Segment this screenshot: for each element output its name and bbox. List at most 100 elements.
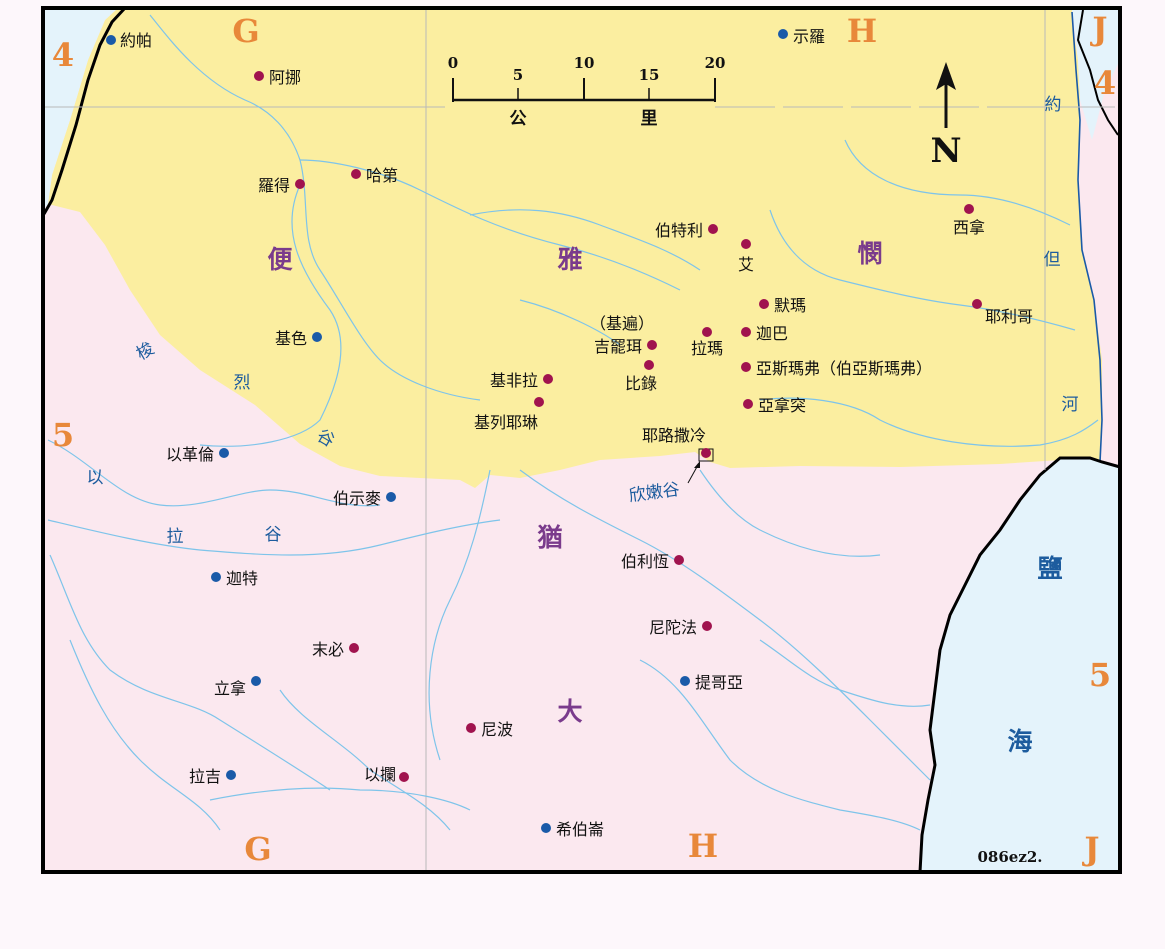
west-coastline [42, 6, 127, 215]
scale-tick-20: 20 [705, 54, 726, 72]
grid-letter-bottom-h: H [688, 827, 718, 865]
town-marker-jerusalem[interactable] [701, 448, 711, 458]
scale-bar: 0 5 10 15 20 公 里 [448, 54, 726, 129]
town-label-bethel: 伯特利 [655, 221, 703, 240]
jordan-river-line [1071, 11, 1103, 463]
elah-valley-label-2: 拉 [167, 527, 184, 547]
town-label-beth-shemesh: 伯示麥 [333, 489, 381, 508]
dead-sea-label-2: 海 [1007, 727, 1032, 756]
town-marker-bethel[interactable] [708, 224, 718, 234]
town-marker-gezer[interactable] [312, 332, 322, 342]
town-marker-ramah[interactable] [702, 327, 712, 337]
town-marker-jericho[interactable] [972, 299, 982, 309]
sorek-valley-label-2: 烈 [234, 373, 251, 393]
town-label-bethlehem: 伯利恆 [621, 552, 669, 571]
scale-tick-5: 5 [513, 66, 523, 84]
town-label-lod: 羅得 [258, 176, 290, 195]
town-label-mareshah: 末必 [312, 640, 344, 659]
scale-unit-right: 里 [641, 109, 658, 129]
map-code: 086ez2. [977, 848, 1042, 866]
town-label-beeroth: 比錄 [625, 374, 657, 393]
town-label-anathoth: 亞拿突 [758, 396, 806, 415]
town-label-jerusalem: 耶路撒冷 [642, 426, 706, 445]
town-marker-michmash[interactable] [759, 299, 769, 309]
north-arrow-icon: N [930, 62, 962, 171]
town-label-gezer: 基色 [275, 329, 307, 348]
town-marker-shiloh[interactable] [778, 29, 788, 39]
town-label-eglon: 以革倫 [166, 445, 214, 464]
town-marker-beeroth[interactable] [644, 360, 654, 370]
region-benjamin-1: 便 [267, 245, 293, 274]
town-marker-beth-shemesh[interactable] [386, 492, 396, 502]
scale-tick-10: 10 [574, 54, 595, 72]
town-label-jeshanah: 西拿 [953, 218, 985, 237]
grid-number-right-4: 4 [1094, 64, 1116, 102]
town-label-nebo: 尼波 [481, 720, 513, 739]
town-label-geba: 迦巴 [756, 324, 788, 343]
town-marker-tekoa[interactable] [680, 676, 690, 686]
town-marker-anathoth[interactable] [743, 399, 753, 409]
region-judah-1: 猶 [537, 523, 562, 552]
town-marker-libnah[interactable] [251, 676, 261, 686]
town-label-michmash: 默瑪 [774, 296, 806, 315]
jordan-river-label-1: 約 [1045, 95, 1062, 115]
jordan-river-label-2: 但 [1044, 250, 1061, 270]
town-marker-kiriath-jearim[interactable] [534, 397, 544, 407]
town-label-netophah: 尼陀法 [649, 618, 697, 637]
town-marker-kephirah[interactable] [543, 374, 553, 384]
grid-number-left-4: 4 [52, 36, 74, 74]
dead-sea-label-1: 鹽 [1037, 554, 1062, 583]
grid-letter-top-h: H [847, 12, 877, 50]
town-label-gibeon: 吉罷珥 [594, 337, 642, 356]
town-label-azmaveth: 亞斯瑪弗（伯亞斯瑪弗） [756, 359, 932, 378]
benjamin-region [48, 8, 1102, 488]
scale-unit-left: 公 [510, 109, 527, 129]
town-marker-bethlehem[interactable] [674, 555, 684, 565]
grid-number-left-5: 5 [52, 416, 74, 454]
town-marker-gath[interactable] [211, 572, 221, 582]
town-label-joppa: 約帕 [120, 31, 152, 50]
town-label-ono: 阿挪 [269, 68, 301, 87]
town-label-gath: 迦特 [226, 569, 258, 588]
grid-letter-bottom-g: G [244, 830, 271, 868]
region-benjamin-2: 雅 [557, 245, 582, 274]
towns: 約帕 示羅 基色 以革倫 伯示麥 迦特 立拿 拉吉 提哥亞 希伯崙 阿挪 羅得 … [106, 27, 1033, 839]
town-marker-joppa[interactable] [106, 35, 116, 45]
town-marker-nebo[interactable] [466, 723, 476, 733]
town-marker-hadid[interactable] [351, 169, 361, 179]
town-label-hadid: 哈第 [366, 166, 398, 185]
town-label-shiloh: 示羅 [793, 27, 825, 46]
region-judah-2: 大 [557, 697, 582, 726]
rivers [47, 14, 1099, 831]
town-label-kephirah: 基非拉 [490, 371, 538, 390]
town-marker-mareshah[interactable] [349, 643, 359, 653]
town-marker-ono[interactable] [254, 71, 264, 81]
dead-sea [918, 456, 1122, 874]
town-marker-ai[interactable] [741, 239, 751, 249]
town-marker-adullam[interactable] [399, 772, 409, 782]
town-marker-gibeon[interactable] [647, 340, 657, 350]
town-label-ramah: 拉瑪 [691, 339, 723, 358]
town-marker-hebron[interactable] [541, 823, 551, 833]
town-marker-netophah[interactable] [702, 621, 712, 631]
town-label-ai: 艾 [738, 255, 754, 274]
town-label-jericho: 耶利哥 [985, 307, 1033, 326]
scale-tick-0: 0 [448, 54, 458, 72]
elah-valley-label-1: 以 [87, 468, 104, 488]
town-label-gibeon-paren: （基遍） [590, 314, 654, 333]
grid-letter-bottom-j: J [1081, 830, 1099, 868]
town-marker-jeshanah[interactable] [964, 204, 974, 214]
town-label-kiriath-jearim: 基列耶琳 [474, 413, 538, 432]
north-label: N [930, 131, 961, 171]
map-border [41, 6, 1122, 874]
town-marker-lod[interactable] [295, 179, 305, 189]
town-marker-lachish[interactable] [226, 770, 236, 780]
jerusalem-pointer-head [694, 461, 700, 468]
grid-letter-top-j: J [1089, 10, 1107, 48]
town-marker-geba[interactable] [741, 327, 751, 337]
town-marker-azmaveth[interactable] [741, 362, 751, 372]
town-marker-eglon[interactable] [219, 448, 229, 458]
town-label-lachish: 拉吉 [189, 767, 221, 786]
grid-number-right-5: 5 [1089, 656, 1111, 694]
